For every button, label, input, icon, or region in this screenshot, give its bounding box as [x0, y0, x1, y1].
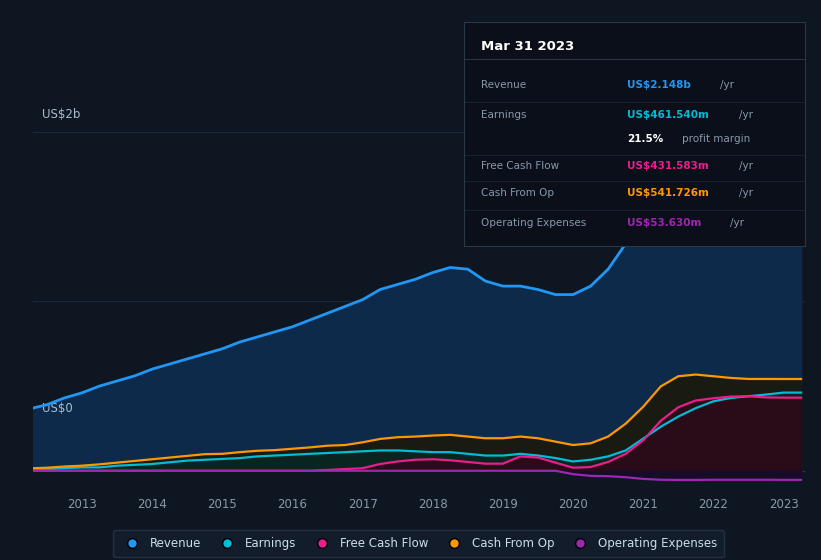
Text: US$0: US$0: [42, 402, 73, 414]
Text: Operating Expenses: Operating Expenses: [481, 218, 586, 228]
Text: US$2.148b: US$2.148b: [627, 80, 691, 90]
Text: US$431.583m: US$431.583m: [627, 161, 709, 171]
Text: 21.5%: 21.5%: [627, 134, 663, 144]
Legend: Revenue, Earnings, Free Cash Flow, Cash From Op, Operating Expenses: Revenue, Earnings, Free Cash Flow, Cash …: [113, 530, 724, 557]
Text: US$541.726m: US$541.726m: [627, 188, 709, 198]
Text: US$2b: US$2b: [42, 108, 80, 121]
Text: Free Cash Flow: Free Cash Flow: [481, 161, 559, 171]
Text: /yr: /yr: [720, 80, 734, 90]
Text: /yr: /yr: [739, 161, 753, 171]
Text: /yr: /yr: [739, 188, 753, 198]
Text: profit margin: profit margin: [682, 134, 750, 144]
Text: US$53.630m: US$53.630m: [627, 218, 702, 228]
Text: Revenue: Revenue: [481, 80, 526, 90]
Text: Cash From Op: Cash From Op: [481, 188, 554, 198]
Text: /yr: /yr: [739, 110, 753, 120]
Text: Mar 31 2023: Mar 31 2023: [481, 40, 574, 53]
Text: /yr: /yr: [730, 218, 744, 228]
Text: US$461.540m: US$461.540m: [627, 110, 709, 120]
Text: Earnings: Earnings: [481, 110, 526, 120]
